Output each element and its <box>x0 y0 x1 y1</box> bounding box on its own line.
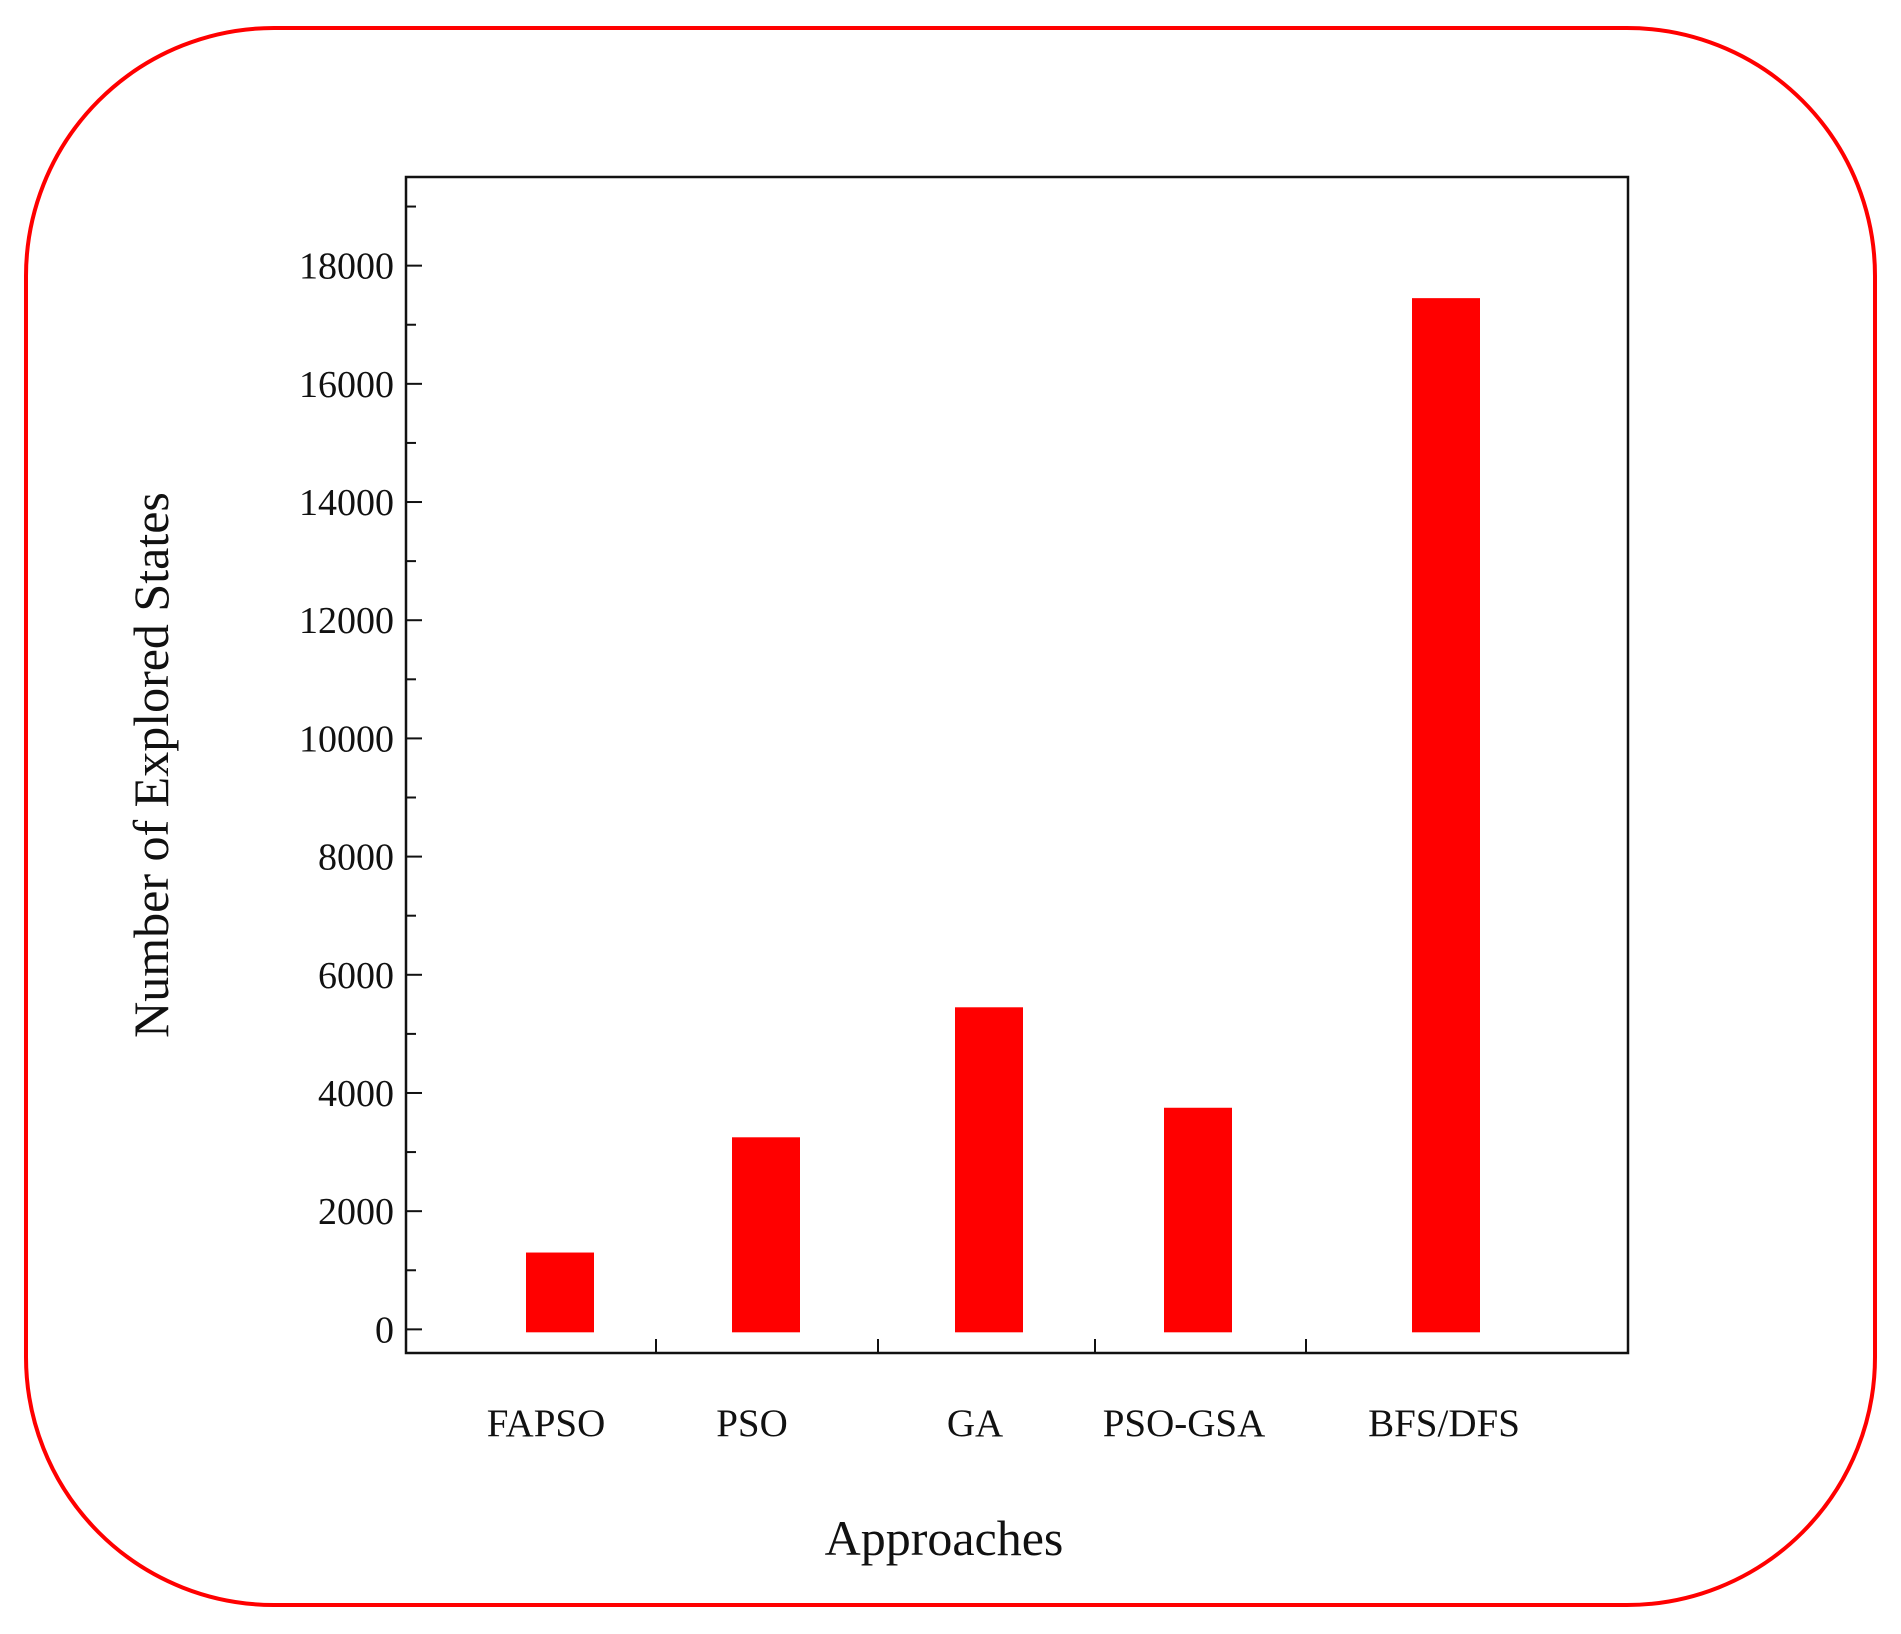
y-tick-label: 14000 <box>299 482 394 524</box>
y-tick-label: 12000 <box>299 600 394 642</box>
x-category-label: PSO-GSA <box>1103 1402 1266 1445</box>
figure-frame <box>24 26 1877 1607</box>
x-axis-title: Approaches <box>825 1510 1064 1566</box>
bar-fapso <box>526 1252 594 1333</box>
y-tick-label: 18000 <box>299 246 394 288</box>
y-tick-label: 10000 <box>299 718 394 760</box>
bar-pso-gsa <box>1164 1107 1232 1333</box>
y-tick-label: 16000 <box>299 364 394 406</box>
bar-bfs-dfs <box>1412 298 1480 1333</box>
y-tick-label: 8000 <box>318 837 394 879</box>
x-category-label: FAPSO <box>487 1402 606 1445</box>
x-category-label: PSO <box>716 1402 788 1445</box>
x-category-label: GA <box>947 1402 1003 1445</box>
bar-pso <box>732 1137 800 1333</box>
y-tick-label: 4000 <box>318 1073 394 1115</box>
bars-layer <box>526 298 1480 1333</box>
ticks-layer: 0 2000 4000 6000 8000 10000 12000 14000 16000 180… <box>299 205 1520 1445</box>
x-category-label: BFS/DFS <box>1368 1402 1520 1445</box>
y-tick-label: 6000 <box>318 955 394 997</box>
plot-area-border <box>404 175 1630 1355</box>
y-axis-title: Number of Explored States <box>123 492 179 1038</box>
y-tick-label: 2000 <box>318 1191 394 1233</box>
y-tick-label: 0 <box>375 1309 394 1351</box>
bar-ga <box>955 1007 1023 1333</box>
